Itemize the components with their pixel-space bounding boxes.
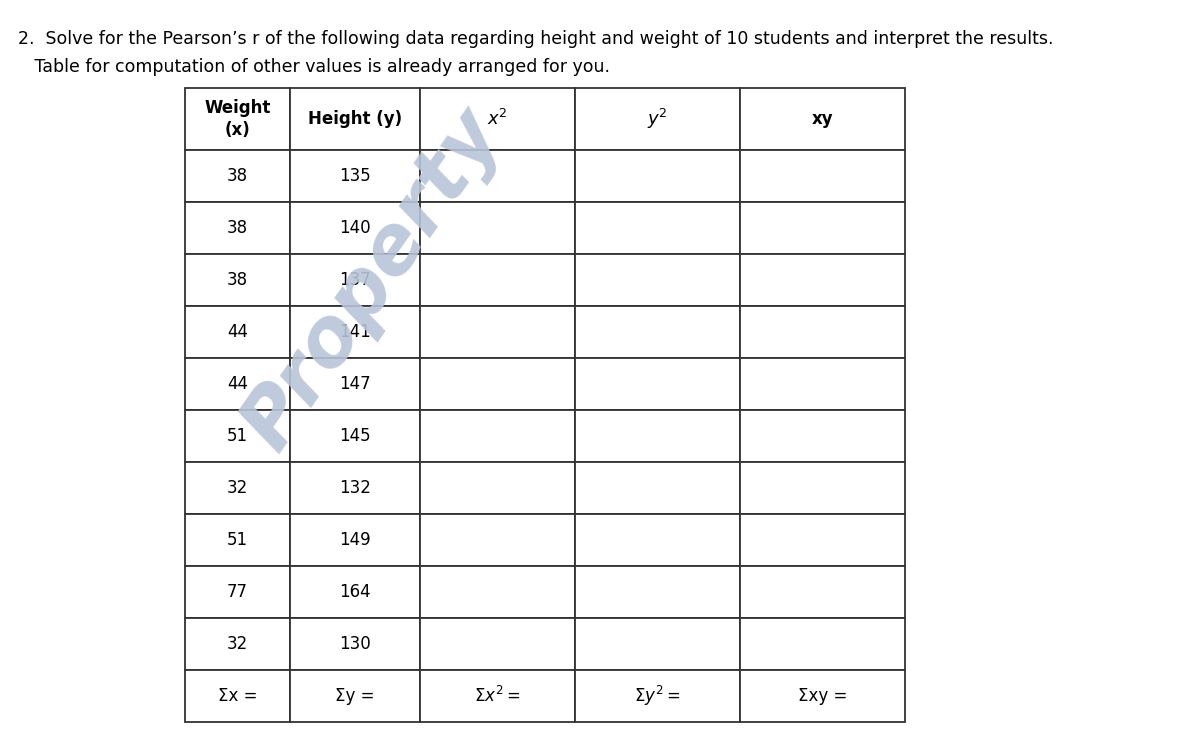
Bar [290,462,420,514]
Text: Table for computation of other values is already arranged for you.: Table for computation of other values is… [18,58,610,76]
Text: 132: 132 [340,479,371,497]
Bar [185,202,290,254]
Bar [290,566,420,618]
Bar [420,670,575,722]
Text: Σy =: Σy = [335,687,374,705]
Bar [420,150,575,202]
Bar [290,150,420,202]
Bar [290,410,420,462]
Bar [740,306,905,358]
Text: 44: 44 [227,323,248,341]
Bar [740,254,905,306]
Bar [420,358,575,410]
Bar [575,514,740,566]
Bar [740,566,905,618]
Bar [290,618,420,670]
Text: 32: 32 [227,635,248,653]
Bar [420,88,575,150]
Bar [740,410,905,462]
Bar [185,150,290,202]
Text: 2.  Solve for the Pearson’s r of the following data regarding height and weight : 2. Solve for the Pearson’s r of the foll… [18,30,1054,48]
Text: 147: 147 [340,375,371,393]
Bar [575,88,740,150]
Text: $y^2$: $y^2$ [647,107,668,131]
Text: 145: 145 [340,427,371,445]
Text: 141: 141 [340,323,371,341]
Bar [185,670,290,722]
Bar [740,514,905,566]
Bar [185,254,290,306]
Bar [575,618,740,670]
Bar [740,462,905,514]
Bar [185,566,290,618]
Bar [290,202,420,254]
Bar [290,514,420,566]
Bar [740,670,905,722]
Bar [740,88,905,150]
Text: 164: 164 [340,583,371,601]
Text: $\Sigma y^2=$: $\Sigma y^2=$ [635,684,680,708]
Text: xy: xy [811,110,833,128]
Bar [575,410,740,462]
Text: Property: Property [228,96,517,464]
Text: 51: 51 [227,531,248,549]
Bar [290,670,420,722]
Text: Height (y): Height (y) [308,110,402,128]
Bar [420,306,575,358]
Text: 51: 51 [227,427,248,445]
Bar [420,410,575,462]
Text: Weight
(x): Weight (x) [204,99,271,139]
Text: 44: 44 [227,375,248,393]
Bar [185,88,290,150]
Bar [420,618,575,670]
Text: 32: 32 [227,479,248,497]
Text: 38: 38 [227,271,248,289]
Bar [290,306,420,358]
Bar [290,358,420,410]
Text: Σx =: Σx = [217,687,257,705]
Text: 130: 130 [340,635,371,653]
Bar [420,202,575,254]
Bar [575,306,740,358]
Bar [575,202,740,254]
Bar [185,618,290,670]
Bar [290,254,420,306]
Bar [185,514,290,566]
Bar [740,202,905,254]
Bar [185,358,290,410]
Bar [575,254,740,306]
Bar [740,618,905,670]
Bar [185,410,290,462]
Bar [290,88,420,150]
Text: 38: 38 [227,219,248,237]
Bar [740,150,905,202]
Text: 135: 135 [340,167,371,185]
Text: 38: 38 [227,167,248,185]
Bar [420,462,575,514]
Bar [575,670,740,722]
Text: 140: 140 [340,219,371,237]
Text: $x^2$: $x^2$ [487,109,508,129]
Bar [575,150,740,202]
Text: 137: 137 [340,271,371,289]
Bar [185,306,290,358]
Text: Σxy =: Σxy = [798,687,847,705]
Bar [420,566,575,618]
Text: $\Sigma x^2=$: $\Sigma x^2=$ [474,686,521,706]
Text: 77: 77 [227,583,248,601]
Bar [575,462,740,514]
Text: 149: 149 [340,531,371,549]
Bar [185,462,290,514]
Bar [420,254,575,306]
Bar [575,566,740,618]
Bar [420,514,575,566]
Bar [740,358,905,410]
Bar [575,358,740,410]
